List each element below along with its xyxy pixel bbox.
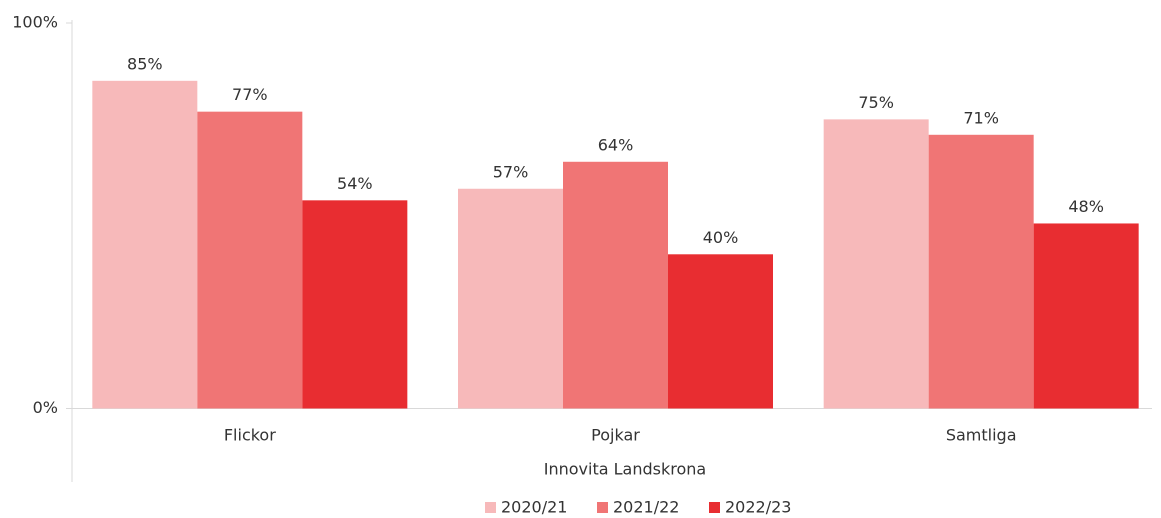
x-tick-label: Samtliga — [946, 426, 1017, 445]
data-label: 40% — [703, 228, 739, 247]
legend-swatch — [597, 502, 608, 513]
data-label: 54% — [337, 174, 373, 193]
y-tick-label: 100% — [12, 13, 58, 32]
x-axis-title: Innovita Landskrona — [544, 460, 706, 479]
legend-label: 2020/21 — [501, 498, 567, 517]
bar — [668, 254, 773, 409]
data-label: 71% — [963, 108, 999, 127]
bar — [92, 80, 198, 409]
data-label: 64% — [598, 135, 634, 154]
data-label: 48% — [1068, 197, 1104, 216]
bar — [563, 161, 668, 409]
data-label: 77% — [232, 85, 268, 104]
legend-swatch — [485, 502, 496, 513]
data-label: 85% — [127, 54, 163, 73]
legend-label: 2022/23 — [725, 498, 791, 517]
y-tick-label: 0% — [33, 398, 58, 417]
x-tick-label: Flickor — [224, 426, 276, 445]
data-label: 57% — [493, 162, 529, 181]
legend-swatch — [709, 502, 720, 513]
bar — [1033, 223, 1139, 409]
data-label: 75% — [858, 93, 894, 112]
bar — [197, 111, 303, 409]
bar — [928, 134, 1034, 409]
legend-label: 2021/22 — [613, 498, 679, 517]
bar — [302, 200, 408, 409]
x-tick-label: Pojkar — [591, 426, 640, 445]
bar — [823, 119, 929, 409]
bar — [458, 188, 563, 409]
